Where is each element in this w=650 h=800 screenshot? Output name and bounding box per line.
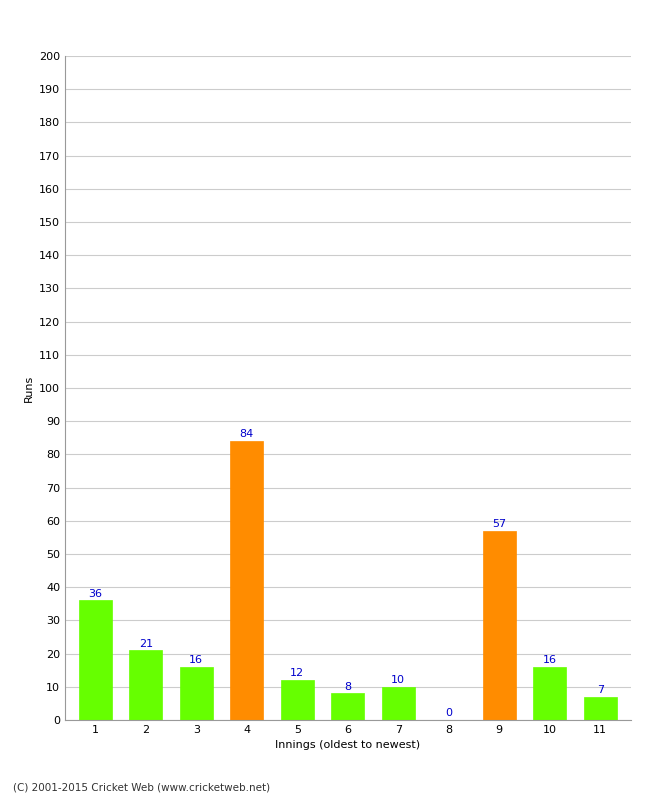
Bar (180, 667, 213, 720)
Text: 7: 7 (597, 685, 604, 695)
Bar (332, 694, 364, 720)
Text: 57: 57 (492, 519, 506, 529)
Bar (382, 686, 415, 720)
Text: 21: 21 (138, 638, 153, 649)
Text: (C) 2001-2015 Cricket Web (www.cricketweb.net): (C) 2001-2015 Cricket Web (www.cricketwe… (13, 782, 270, 792)
Text: 16: 16 (189, 655, 203, 666)
X-axis label: Innings (oldest to newest): Innings (oldest to newest) (275, 741, 421, 750)
Text: 8: 8 (344, 682, 351, 692)
Bar (533, 667, 566, 720)
Text: 16: 16 (543, 655, 556, 666)
Bar (230, 441, 263, 720)
Bar (79, 601, 112, 720)
Bar (584, 697, 617, 720)
Text: 0: 0 (445, 708, 452, 718)
Text: 12: 12 (290, 669, 304, 678)
Text: 36: 36 (88, 589, 102, 599)
Text: 84: 84 (240, 430, 254, 439)
Bar (129, 650, 162, 720)
Bar (281, 680, 314, 720)
Bar (483, 530, 515, 720)
Text: 10: 10 (391, 675, 405, 685)
Y-axis label: Runs: Runs (23, 374, 33, 402)
